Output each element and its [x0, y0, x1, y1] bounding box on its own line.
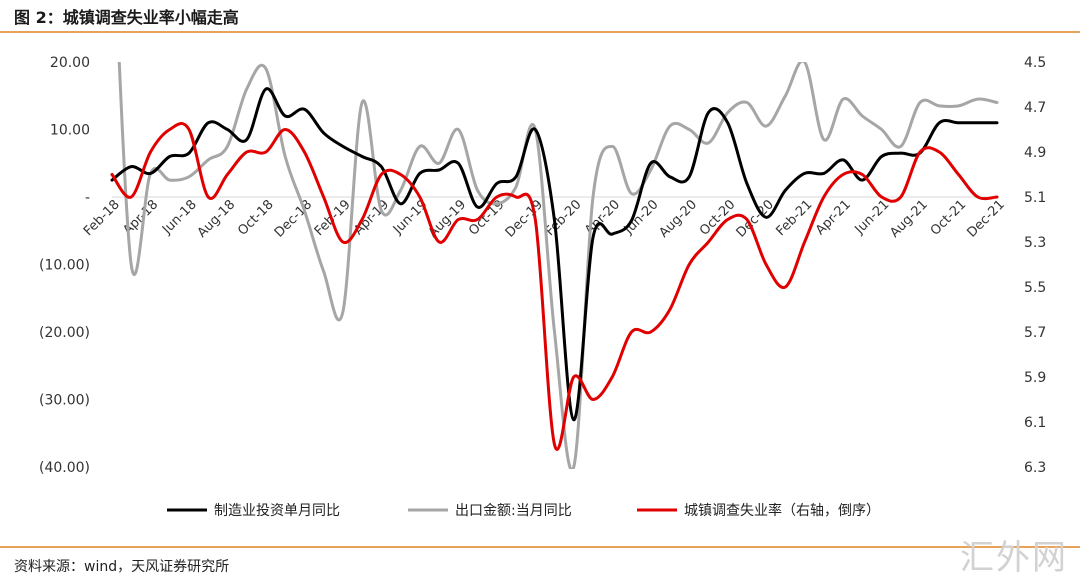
x-tick-label: Aug-18	[195, 197, 239, 241]
chart-header: 图 2：城镇调查失业率小幅走高	[0, 0, 1080, 32]
right-tick-label: 5.9	[1024, 370, 1046, 386]
right-tick-label: 5.5	[1024, 280, 1046, 296]
series-line-3	[110, 122, 999, 451]
watermark-logo: 汇外网	[960, 538, 1068, 578]
left-tick-label: 10.00	[50, 123, 90, 139]
left-tick-label: (30.00)	[39, 393, 90, 409]
right-tick-label: 4.7	[1024, 100, 1046, 116]
right-axis: 4.5 4.7 4.9 5.1 5.3 5.5 5.7 5.9 6.1 6.3	[1024, 55, 1046, 476]
legend: 制造业投资单月同比 出口金额:当月同比 城镇调查失业率（右轴，倒序）	[167, 502, 880, 519]
x-tick-label: Dec-19	[503, 197, 546, 240]
series-line-1	[110, 87, 999, 422]
right-tick-label: 5.7	[1024, 325, 1046, 341]
legend-label: 出口金额:当月同比	[455, 503, 572, 519]
left-tick-label: (10.00)	[39, 258, 90, 274]
right-tick-label: 4.5	[1024, 55, 1046, 71]
legend-item: 城镇调查失业率（右轴，倒序）	[637, 502, 880, 519]
legend-item: 制造业投资单月同比	[167, 503, 340, 519]
x-tick-label: Jun-21	[852, 197, 893, 238]
right-tick-label: 4.9	[1024, 145, 1046, 161]
left-tick-label: -	[85, 190, 90, 206]
right-tick-label: 6.1	[1024, 415, 1046, 431]
x-tick-label: Aug-20	[656, 197, 700, 241]
x-tick-label: Dec-21	[964, 197, 1007, 240]
left-axis: 20.00 10.00 - (10.00) (20.00) (30.00) (40.00)	[39, 55, 90, 476]
right-tick-label: 5.1	[1024, 190, 1046, 206]
left-tick-label: (40.00)	[39, 460, 90, 476]
x-tick-label: Oct-21	[928, 197, 970, 239]
legend-item: 出口金额:当月同比	[408, 503, 572, 519]
series-group	[110, 62, 999, 469]
left-tick-label: 20.00	[50, 55, 90, 71]
line-chart: 20.0010.00-(10.00)(20.00)(30.00)(40.00) …	[39, 55, 1046, 519]
x-tick-label: Apr-19	[351, 197, 392, 238]
x-tick-label: Dec-18	[272, 197, 315, 240]
top-divider	[0, 31, 1080, 33]
right-tick-label: 6.3	[1024, 460, 1046, 476]
legend-label: 制造业投资单月同比	[214, 503, 340, 519]
bottom-divider	[0, 546, 1080, 548]
series-line-2	[117, 62, 999, 469]
chart-title: 图 2：城镇调查失业率小幅走高	[14, 8, 239, 27]
left-tick-label: (20.00)	[39, 325, 90, 341]
x-tick-label: Jun-19	[390, 197, 431, 238]
x-tick-label: Jun-18	[159, 197, 200, 238]
legend-label: 城镇调查失业率（右轴，倒序）	[684, 502, 880, 519]
source-note: 资料来源：wind，天风证券研究所	[14, 559, 230, 575]
x-tick-label: Oct-18	[235, 197, 277, 239]
x-tick-label: Jun-20	[621, 197, 662, 238]
right-tick-label: 5.3	[1024, 235, 1046, 251]
x-tick-label: Feb-20	[543, 197, 585, 239]
x-tick-label: Aug-21	[887, 197, 931, 241]
